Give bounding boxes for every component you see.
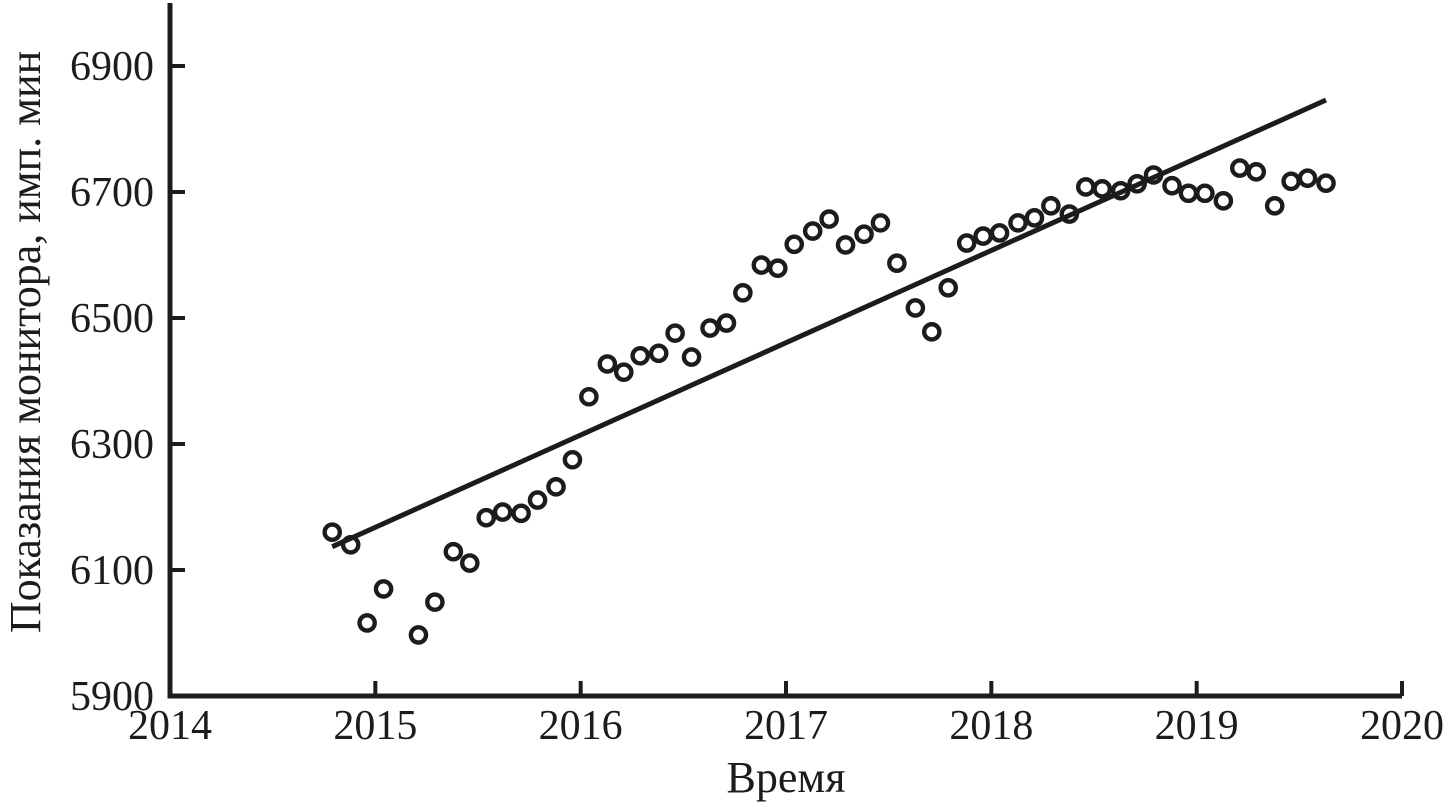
data-point [1075,177,1096,197]
data-point [373,579,394,599]
data-point [1110,180,1131,201]
data-point [597,354,618,374]
data-point [887,253,907,273]
data-point [700,318,720,338]
y-tick-label: 6300 [70,422,154,468]
data-point [1059,204,1080,224]
data-point [408,625,429,645]
data-point [1246,162,1267,182]
data-point [579,386,599,407]
data-point [1264,196,1285,216]
data-point [767,258,788,279]
trend-line [331,97,1328,549]
x-tick-label: 2020 [1360,703,1444,749]
data-point [648,343,669,364]
data-point [1143,165,1164,185]
x-axis-title: Время [727,753,846,802]
data-point [835,235,856,255]
x-tick-label: 2014 [128,703,212,749]
x-tick-label: 2018 [949,703,1033,749]
data-point [1041,196,1061,216]
data-point [630,345,651,366]
data-point [733,282,753,303]
data-point [973,226,993,246]
data-point [956,233,977,253]
data-point [459,553,480,573]
y-tick-label: 6900 [70,44,154,90]
data-point [1195,183,1215,204]
data-point [1316,173,1336,193]
data-point [511,503,531,524]
data-point [784,234,805,255]
data-point [1178,183,1199,204]
data-point [681,347,702,367]
x-tick-label: 2015 [333,703,417,749]
data-point [613,362,634,382]
data-point [989,223,1010,243]
data-point [443,541,464,562]
data-point [1092,179,1113,199]
x-tick-label: 2016 [539,703,623,749]
data-point [716,313,737,333]
data-point [854,224,874,245]
data-point [492,502,513,522]
data-point [870,213,891,233]
data-point [1024,208,1045,228]
data-point [340,535,361,555]
x-tick-label: 2017 [744,703,828,749]
data-point [425,592,445,612]
y-tick-label: 6700 [70,170,154,216]
data-point [665,323,685,343]
data-point [322,522,343,543]
data-point [802,221,823,241]
data-point [938,277,959,298]
y-axis-title: Показания монитора, имп. мин [1,51,50,633]
data-point [751,255,772,275]
data-point [1297,168,1318,188]
y-tick-label: 6500 [70,296,154,342]
data-point [1127,174,1147,194]
data-point [1162,175,1182,196]
x-tick-label: 2019 [1155,703,1239,749]
data-point [527,490,548,510]
data-point [905,298,926,318]
y-tick-label: 5900 [70,674,154,720]
y-tick-label: 6100 [70,548,154,594]
data-point [921,322,942,342]
data-point [1213,191,1234,211]
data-point [819,209,839,229]
plot-area: 5900 6100 6300 6500 6700 6900 2014 2015 2016 2017… [70,3,1444,749]
data-point [562,449,583,470]
data-point [1008,213,1028,233]
data-point [546,477,566,497]
axis-spine [167,3,1402,699]
data-point [1281,171,1301,192]
data-point [476,507,497,528]
data-point [1229,158,1250,178]
data-point [357,613,377,633]
